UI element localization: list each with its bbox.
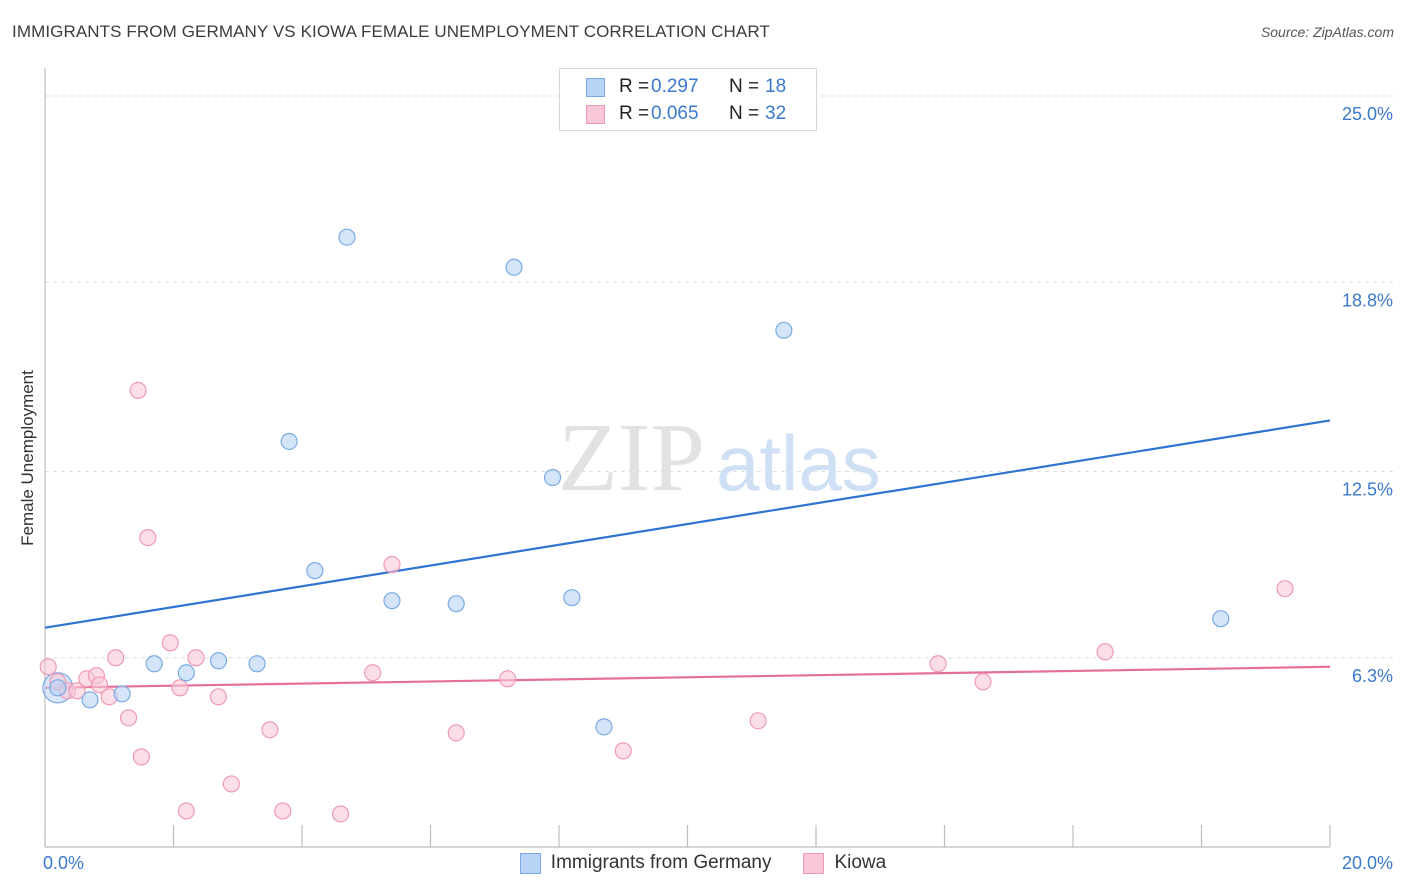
point-kiowa[interactable] — [107, 649, 125, 667]
point-kiowa[interactable] — [274, 802, 292, 820]
point-germany[interactable] — [563, 589, 581, 607]
point-kiowa[interactable] — [119, 709, 138, 727]
legend-r-label: R = — [619, 76, 650, 97]
legend-swatch-kiowa — [586, 104, 605, 124]
point-germany[interactable] — [209, 652, 228, 670]
point-kiowa[interactable] — [331, 805, 350, 823]
watermark: ZIP atlas — [558, 404, 881, 512]
point-kiowa[interactable] — [171, 679, 189, 697]
legend-n-value-germany: 18 — [765, 76, 787, 97]
point-kiowa[interactable] — [261, 721, 279, 739]
point-kiowa[interactable] — [91, 676, 109, 694]
correlation-legend: R = 0.297 N = 18 R = 0.065 N = 32 — [559, 68, 817, 131]
series-legend-germany[interactable]: Immigrants from Germany — [519, 852, 772, 874]
y-tick-label: 18.8% — [1342, 290, 1393, 310]
x-tick-label-min: 0.0% — [43, 853, 84, 873]
series-swatch-kiowa — [803, 852, 825, 874]
point-kiowa[interactable] — [447, 724, 465, 742]
point-kiowa[interactable] — [39, 658, 57, 676]
grid-lines — [45, 95, 1395, 659]
legend-r-label: R = — [619, 103, 650, 124]
point-kiowa[interactable] — [177, 802, 195, 820]
point-kiowa[interactable] — [209, 688, 228, 706]
watermark-zip: ZIP — [558, 404, 705, 512]
point-kiowa[interactable] — [132, 748, 150, 766]
point-kiowa[interactable] — [1096, 643, 1114, 661]
point-kiowa[interactable] — [68, 682, 86, 700]
series-swatch-germany — [519, 852, 541, 874]
point-kiowa[interactable] — [139, 528, 157, 547]
point-germany[interactable] — [306, 562, 324, 580]
point-kiowa[interactable] — [222, 775, 240, 793]
tick-labels: 6.3% 12.5% 18.8% 25.0% 0.0% 20.0% — [43, 104, 1393, 873]
point-germany[interactable] — [775, 321, 793, 339]
point-germany[interactable] — [543, 468, 562, 487]
axes — [44, 68, 1331, 848]
legend-swatch-germany — [586, 77, 605, 97]
point-kiowa[interactable] — [187, 649, 205, 667]
point-kiowa[interactable] — [974, 673, 992, 691]
legend-row-germany: R = 0.297 N = 18 — [586, 76, 786, 98]
trend-line-germany — [44, 419, 1331, 629]
point-kiowa[interactable] — [614, 742, 632, 760]
y-tick-label: 25.0% — [1342, 104, 1393, 124]
data-points — [39, 228, 1294, 823]
point-germany[interactable] — [447, 595, 465, 613]
point-kiowa[interactable] — [1276, 580, 1294, 598]
point-kiowa[interactable] — [364, 664, 382, 682]
point-germany[interactable] — [280, 432, 298, 451]
series-legend: Immigrants from Germany Kiowa — [0, 852, 1406, 874]
point-germany[interactable] — [81, 691, 99, 709]
point-germany[interactable] — [383, 592, 401, 610]
point-germany[interactable] — [505, 258, 523, 276]
point-germany[interactable] — [49, 679, 67, 697]
legend-n-label: N = — [729, 103, 760, 124]
point-germany[interactable] — [1212, 610, 1230, 628]
point-germany[interactable] — [595, 718, 613, 736]
legend-row-kiowa: R = 0.065 N = 32 — [586, 103, 786, 125]
series-name-kiowa: Kiowa — [834, 852, 887, 873]
point-germany[interactable] — [338, 228, 356, 246]
point-germany[interactable] — [113, 685, 131, 703]
trend-lines — [44, 419, 1331, 689]
trend-line-kiowa — [44, 665, 1331, 689]
legend-n-value-kiowa: 32 — [765, 103, 787, 124]
watermark-atlas: atlas — [716, 419, 881, 507]
x-tick-label-max: 20.0% — [1342, 853, 1393, 873]
series-legend-kiowa[interactable]: Kiowa — [803, 852, 886, 874]
y-tick-label: 6.3% — [1352, 666, 1393, 686]
chart-title: IMMIGRANTS FROM GERMANY VS KIOWA FEMALE … — [12, 22, 770, 41]
point-germany[interactable] — [145, 655, 163, 673]
legend-r-value-kiowa: 0.065 — [651, 103, 699, 124]
series-name-germany: Immigrants from Germany — [550, 852, 772, 873]
point-germany[interactable] — [177, 664, 195, 682]
point-germany[interactable] — [248, 655, 266, 673]
point-kiowa[interactable] — [383, 556, 401, 574]
source-label: Source: ZipAtlas.com — [1260, 24, 1394, 40]
point-kiowa[interactable] — [929, 655, 947, 673]
point-kiowa[interactable] — [749, 712, 767, 730]
point-kiowa[interactable] — [161, 634, 179, 652]
legend-n-label: N = — [729, 76, 760, 97]
point-kiowa[interactable] — [499, 670, 517, 688]
legend-r-value-germany: 0.297 — [651, 76, 699, 97]
point-kiowa[interactable] — [129, 381, 147, 400]
y-tick-label: 12.5% — [1342, 480, 1393, 500]
